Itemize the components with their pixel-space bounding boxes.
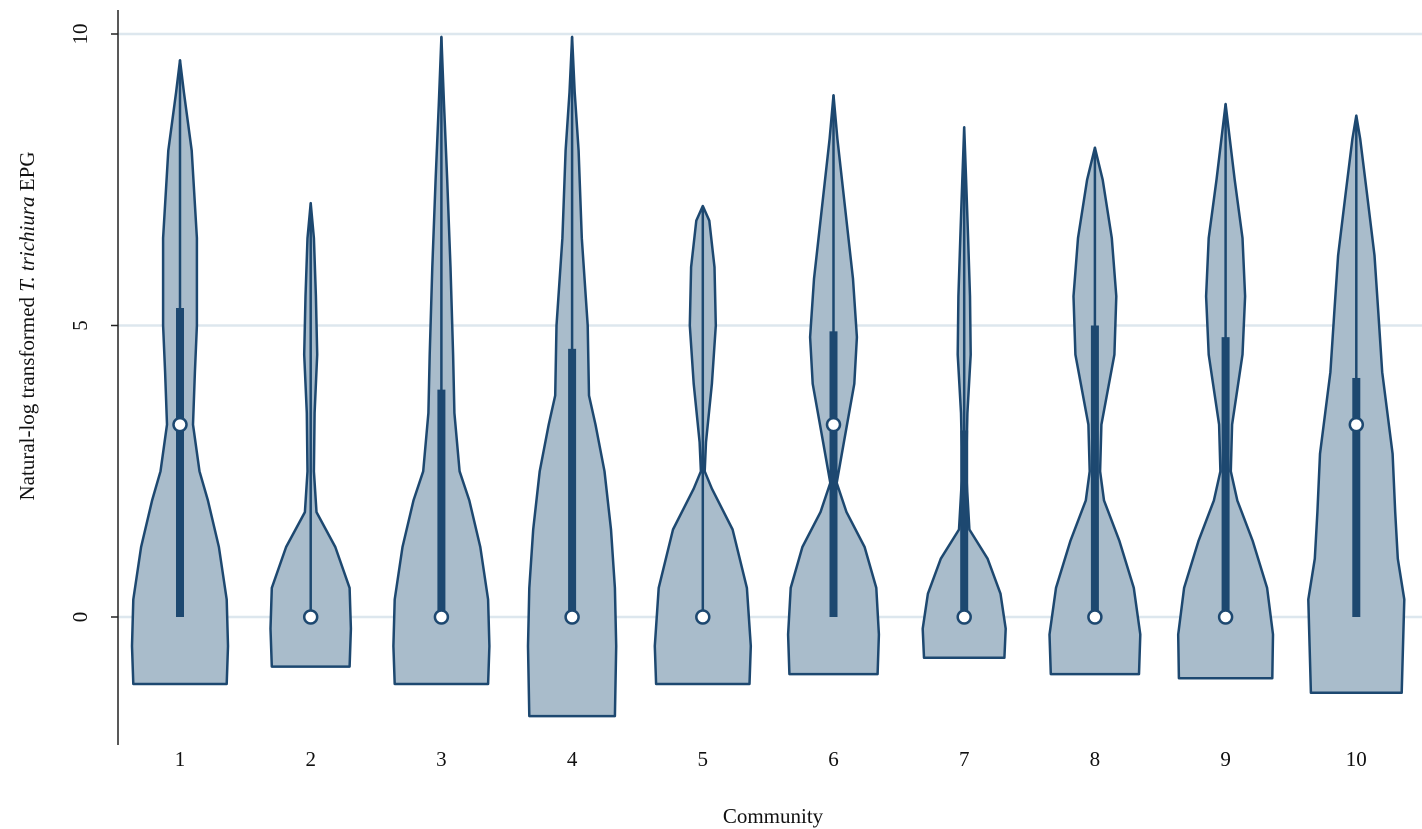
y-axis-title-italic: T. trichiura [15, 196, 39, 291]
x-tick-label-4: 4 [567, 747, 578, 771]
violin-3 [392, 35, 491, 686]
violin-iqr-1 [176, 308, 184, 617]
x-tick-label-1: 1 [175, 747, 186, 771]
x-tick-label-8: 8 [1090, 747, 1101, 771]
x-tick-label-7: 7 [959, 747, 970, 771]
violin-median-10 [1348, 416, 1365, 433]
violin-iqr-4 [568, 348, 577, 617]
violin-iqr-3 [437, 389, 446, 617]
violin-5 [653, 204, 753, 686]
y-tick-label-0: 0 [68, 612, 92, 623]
x-tick-label-9: 9 [1220, 747, 1231, 771]
y-axis-title: Natural-log transformed T. trichiura EPG [15, 152, 39, 501]
violin-7 [921, 126, 1007, 660]
x-tick-label-5: 5 [698, 747, 709, 771]
violin-median-6 [825, 416, 842, 433]
violin-6 [786, 93, 881, 676]
x-tick-label-3: 3 [436, 747, 447, 771]
violin-median-4 [564, 609, 580, 625]
y-tick-label-10: 10 [68, 24, 92, 45]
violin-1 [130, 58, 230, 686]
y-tick-label-5: 5 [68, 320, 92, 331]
violin-median-8 [1087, 609, 1103, 625]
violin-9 [1176, 102, 1275, 680]
x-ticks: 1 2 3 4 5 6 7 8 9 10 [175, 747, 1367, 771]
x-axis-title: Community [723, 804, 824, 828]
violin-median-3 [433, 609, 450, 625]
violin-median-7 [956, 609, 972, 625]
y-axis-title-part3: EPG [15, 152, 39, 197]
violin-10 [1307, 114, 1406, 695]
violin-8 [1048, 146, 1142, 676]
violin-median-9 [1217, 609, 1234, 625]
violin-median-2 [302, 609, 319, 625]
violin-median-1 [172, 416, 188, 433]
violin-median-5 [695, 609, 711, 625]
x-tick-label-10: 10 [1346, 747, 1367, 771]
y-axis-title-part1: Natural-log transformed [15, 292, 39, 501]
violin-iqr-9 [1221, 337, 1230, 617]
violin-4 [526, 35, 618, 718]
violin-iqr-6 [829, 331, 838, 617]
violin-iqr-8 [1090, 325, 1099, 617]
violin-iqr-7 [960, 430, 969, 617]
violin-2 [269, 201, 353, 668]
x-tick-label-2: 2 [305, 747, 316, 771]
violin-iqr-10 [1352, 377, 1361, 617]
y-ticks: 0 5 10 [68, 24, 118, 623]
x-tick-label-6: 6 [828, 747, 839, 771]
violins [130, 35, 1406, 718]
